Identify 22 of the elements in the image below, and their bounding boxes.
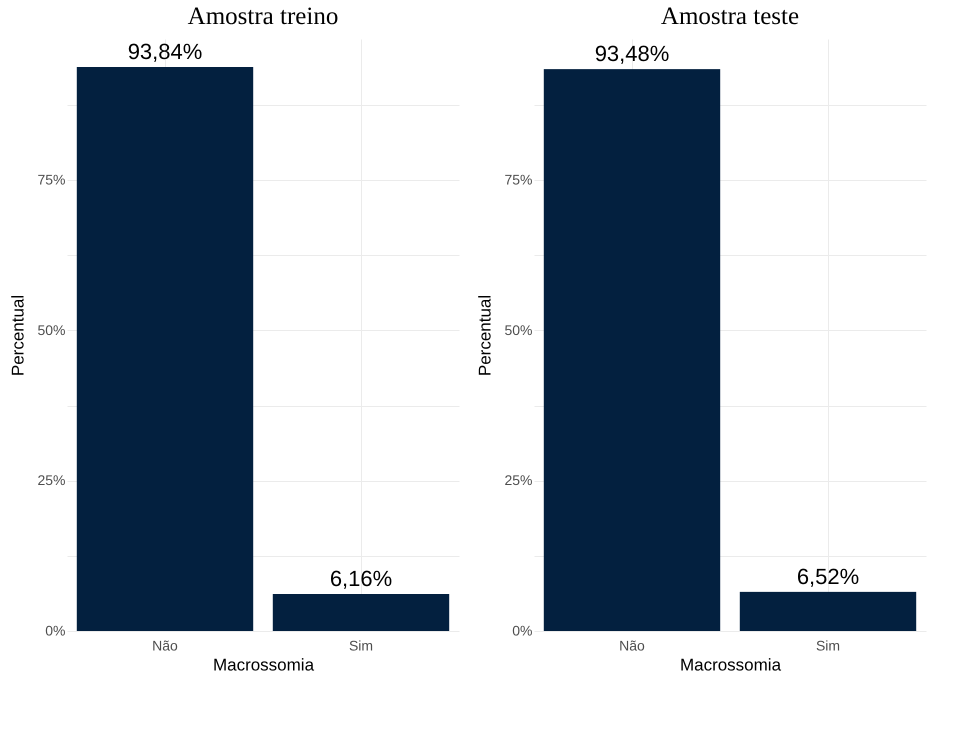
y-axis-title: Percentual bbox=[475, 294, 494, 376]
y-tick-label: 50% bbox=[37, 322, 66, 338]
y-tick-label: 75% bbox=[504, 172, 532, 188]
x-tick-label: Não bbox=[152, 638, 178, 654]
chart-title: Amostra teste bbox=[660, 3, 800, 30]
y-axis-title: Percentual bbox=[8, 294, 28, 376]
y-tick-label: 25% bbox=[504, 472, 532, 488]
y-tick-label: 25% bbox=[37, 472, 66, 488]
y-tick-label: 0% bbox=[512, 622, 532, 638]
data-label: 6,52% bbox=[796, 564, 860, 589]
x-axis-title: Macrossomia bbox=[680, 656, 782, 674]
chart-title: Amostra treino bbox=[188, 3, 338, 30]
y-tick-label: 75% bbox=[37, 172, 66, 188]
x-tick-label: Sim bbox=[816, 638, 840, 654]
x-tick-label: Sim bbox=[348, 638, 374, 654]
x-axis-title: Macrossomia bbox=[212, 656, 315, 674]
data-label: 93,84% bbox=[128, 39, 202, 64]
data-label: 93,48% bbox=[594, 41, 670, 66]
data-label: 6,16% bbox=[330, 566, 392, 591]
x-tick-label: Não bbox=[619, 638, 646, 654]
y-tick-label: 50% bbox=[504, 322, 532, 338]
y-tick-label: 0% bbox=[45, 622, 66, 638]
